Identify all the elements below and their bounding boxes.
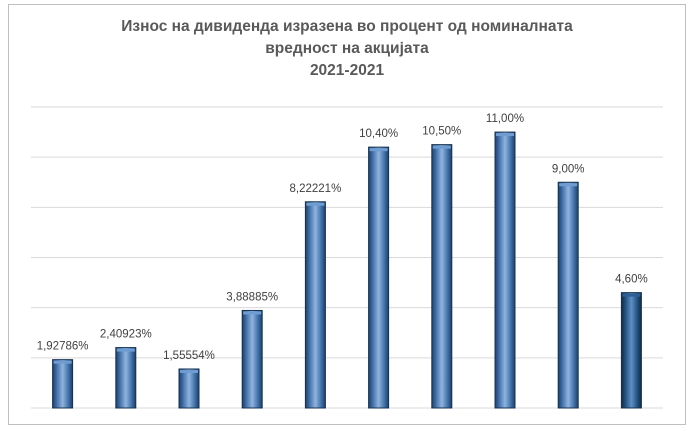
- bar-8: [494, 131, 516, 409]
- bar-4: [241, 309, 263, 409]
- data-label-3: 1,55554%: [163, 350, 215, 362]
- bar-body: [115, 347, 137, 409]
- bar-cap: [369, 148, 388, 152]
- data-label-9: 9,00%: [552, 163, 585, 175]
- data-label-1: 1,92786%: [37, 341, 89, 353]
- bars: [52, 131, 642, 409]
- chart-title: Износ на дивиденда изразена во процент о…: [0, 16, 694, 82]
- bar-cap: [306, 202, 325, 206]
- bar-cap: [496, 133, 514, 137]
- bar-cap: [622, 293, 641, 297]
- bar-cap: [53, 360, 72, 364]
- bar-body: [557, 181, 579, 409]
- bar-body: [368, 146, 390, 409]
- data-label-2: 2,40923%: [100, 329, 152, 341]
- bar-cap: [116, 348, 135, 352]
- bar-body: [494, 131, 516, 409]
- data-label-7: 10,50%: [422, 126, 461, 138]
- bar-10: [620, 292, 642, 409]
- bar-3: [178, 368, 200, 409]
- data-labels: 1,92786% 2,40923% 1,55554% 3,88885% 8,22221%…: [37, 113, 648, 362]
- bar-body: [431, 144, 453, 409]
- gridlines: [31, 106, 663, 409]
- bar-5: [304, 201, 326, 409]
- bar-body: [178, 368, 200, 409]
- bar-9: [557, 181, 579, 409]
- data-label-10: 4,60%: [615, 274, 648, 286]
- bar-body: [304, 201, 326, 409]
- bar-body: [620, 292, 642, 409]
- bar-1: [52, 359, 74, 409]
- chart-title-line-3: 2021-2021: [309, 62, 385, 79]
- bar-body: [241, 309, 263, 409]
- data-label-8: 11,00%: [486, 113, 524, 125]
- bar-body: [52, 359, 74, 409]
- data-label-4: 3,88885%: [226, 291, 278, 303]
- bar-7: [431, 144, 453, 409]
- bar-cap: [432, 145, 451, 149]
- bar-cap: [180, 369, 198, 373]
- bar-cap: [243, 311, 262, 315]
- chart-title-line-1: Износ на дивиденда изразена во процент о…: [121, 18, 573, 35]
- bar-2: [115, 347, 137, 409]
- data-label-6: 10,40%: [359, 128, 398, 140]
- data-label-5: 8,22221%: [290, 183, 342, 195]
- bar-cap: [559, 183, 578, 187]
- bar-6: [368, 146, 390, 409]
- chart-title-line-2: вредност на акцијата: [265, 40, 429, 57]
